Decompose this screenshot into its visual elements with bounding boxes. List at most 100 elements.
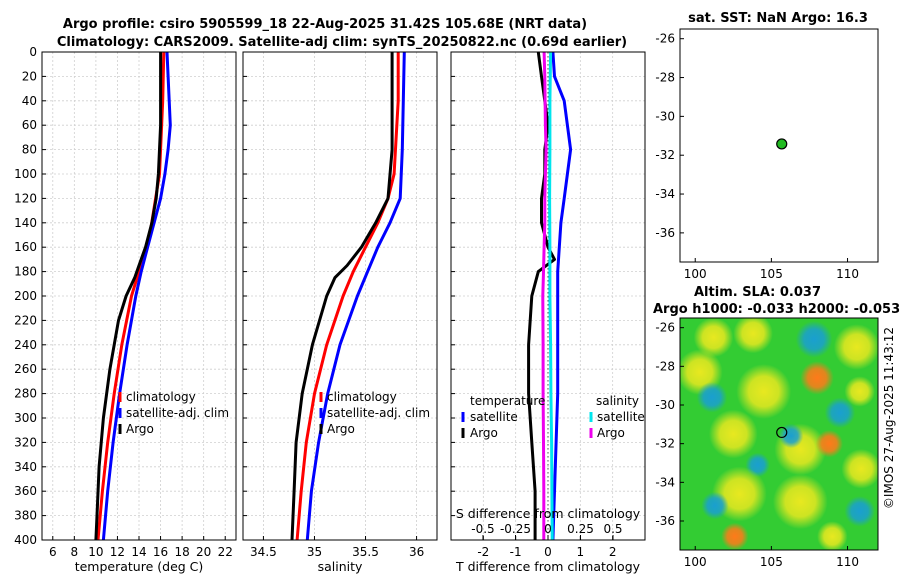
heatmap-blob xyxy=(708,409,758,459)
map-y-tick-label: -26 xyxy=(655,32,675,46)
series-line-satellite-adj-clim xyxy=(101,51,172,541)
sla-heatmap xyxy=(680,318,878,550)
x-tick-label: 8 xyxy=(71,545,79,559)
map-x-tick-label: 110 xyxy=(836,267,859,281)
x-tick-label: 12 xyxy=(110,545,125,559)
argo-position-marker xyxy=(776,426,788,439)
s-tick-label: 0.25 xyxy=(567,522,594,536)
x-tick-label: -2 xyxy=(477,545,489,559)
y-tick-label: 220 xyxy=(14,313,37,327)
x-tick-label: 2 xyxy=(609,545,617,559)
y-tick-label: 0 xyxy=(29,45,37,59)
y-tick-label: 320 xyxy=(14,435,37,449)
s-tick-label: -0.5 xyxy=(471,522,494,536)
map-x-tick-label: 100 xyxy=(684,267,707,281)
x-tick-label: 35.5 xyxy=(352,545,379,559)
y-tick-label: 140 xyxy=(14,216,37,230)
heatmap-blob xyxy=(817,521,848,550)
y-tick-label: 340 xyxy=(14,460,37,474)
heatmap-blob xyxy=(733,318,773,354)
figure-title-line1: Argo profile: csiro 5905599_18 22-Aug-20… xyxy=(63,17,587,32)
map-y-tick-label: -36 xyxy=(655,514,675,528)
map-y-tick-label: -30 xyxy=(655,398,675,412)
heatmap-blob xyxy=(824,397,856,428)
legend-label: satellite xyxy=(470,410,518,424)
legend-title-salinity: salinity xyxy=(596,394,639,408)
y-tick-label: 120 xyxy=(14,191,37,205)
x-tick-label: -1 xyxy=(510,545,522,559)
temperature-panel: 6 8 10 12 14 16 18 20 220 20 40 60 80 100 120 140 160 180… xyxy=(14,45,237,574)
y-tick-label: 400 xyxy=(14,533,37,547)
heatmap-blob xyxy=(795,320,833,358)
figure-title-line2: Climatology: CARS2009. Satellite-adj cli… xyxy=(57,35,627,50)
y-tick-label: 260 xyxy=(14,362,37,376)
x-tick-label: 10 xyxy=(88,545,103,559)
map-y-tick-label: -28 xyxy=(655,359,675,373)
heatmap-blob xyxy=(779,423,804,449)
legend-label: Argo xyxy=(327,422,355,436)
x-tick-label: 20 xyxy=(196,545,211,559)
s-tick-label: -0.25 xyxy=(500,522,531,536)
difference-panel: -2 -1 0 1 2T difference from climatology temp… xyxy=(450,51,646,574)
y-tick-label: 300 xyxy=(14,411,37,425)
legend-label: satellite xyxy=(597,410,645,424)
heatmap-blob xyxy=(800,361,834,395)
y-tick-label: 20 xyxy=(22,69,37,83)
salinity-panel: 34.5 35 35.5 36 salinity climatology satellite… xyxy=(242,51,438,574)
legend-label: Argo xyxy=(597,426,625,440)
legend-title-temperature: temperature xyxy=(470,394,545,408)
sst-map-panel: 100 105 110 -26 -28 -30 -32 -34 -36 sat. SST: NaN… xyxy=(655,11,879,281)
heatmap-blob xyxy=(815,429,843,458)
x-axis-label: salinity xyxy=(318,559,363,574)
map-y-tick-label: -32 xyxy=(655,437,675,451)
heatmap-blob xyxy=(841,449,878,489)
x-tick-label: 18 xyxy=(174,545,189,559)
map-y-tick-label: -28 xyxy=(655,71,675,85)
x-tick-label: 34.5 xyxy=(250,545,277,559)
heatmap-blob xyxy=(844,376,875,407)
sla-map-panel: 100 105 110 -26 -28 -30 -32 -34 -36 Altim. SLA: 0… xyxy=(653,285,900,569)
x-tick-label: 0 xyxy=(544,545,552,559)
map-title: Argo h1000: -0.033 h2000: -0.053 xyxy=(653,302,900,317)
map-title: sat. SST: NaN Argo: 16.3 xyxy=(688,11,868,26)
x-tick-label: 36 xyxy=(409,545,424,559)
x-tick-label: 6 xyxy=(49,545,57,559)
map-y-tick-label: -34 xyxy=(655,187,675,201)
legend-label: climatology xyxy=(327,390,397,404)
heatmap-blob xyxy=(833,324,878,370)
legend-label: Argo xyxy=(470,426,498,440)
map-x-tick-label: 105 xyxy=(760,267,783,281)
y-tick-label: 160 xyxy=(14,240,37,254)
y-tick-label: 80 xyxy=(22,143,37,157)
map-frame xyxy=(679,28,879,263)
map-y-tick-label: -26 xyxy=(655,321,675,335)
series-line-t-satellite xyxy=(551,51,573,541)
map-y-tick-label: -32 xyxy=(655,148,675,162)
y-tick-label: 60 xyxy=(22,118,37,132)
y-tick-label: 100 xyxy=(14,167,37,181)
map-title: Altim. SLA: 0.037 xyxy=(694,285,821,300)
series-line-argo xyxy=(94,52,163,541)
map-x-tick-label: 110 xyxy=(836,555,859,569)
imos-watermark: ©IMOS 27-Aug-2025 11:43:12 xyxy=(882,327,896,509)
heatmap-blob xyxy=(693,318,734,358)
y-tick-label: 240 xyxy=(14,338,37,352)
argo-position-marker xyxy=(776,138,788,150)
heatmap-blob xyxy=(696,382,728,413)
x-tick-label: 14 xyxy=(131,545,146,559)
series-line-climatology xyxy=(295,52,400,541)
y-tick-label: 360 xyxy=(14,484,37,498)
series-line-satellite-adj-clim xyxy=(305,51,406,541)
s-tick-label: 0 xyxy=(544,522,552,536)
x-tick-label: 35 xyxy=(307,545,322,559)
s-tick-label: 0.5 xyxy=(603,522,622,536)
y-tick-label: 380 xyxy=(14,509,37,523)
legend-label: climatology xyxy=(126,390,196,404)
heatmap-blob xyxy=(736,364,792,419)
series-line-argo xyxy=(290,52,394,541)
x-tick-label: 16 xyxy=(153,545,168,559)
y-tick-label: 40 xyxy=(22,94,37,108)
y-tick-label: 180 xyxy=(14,265,37,279)
x-axis-label: temperature (deg C) xyxy=(75,559,204,574)
